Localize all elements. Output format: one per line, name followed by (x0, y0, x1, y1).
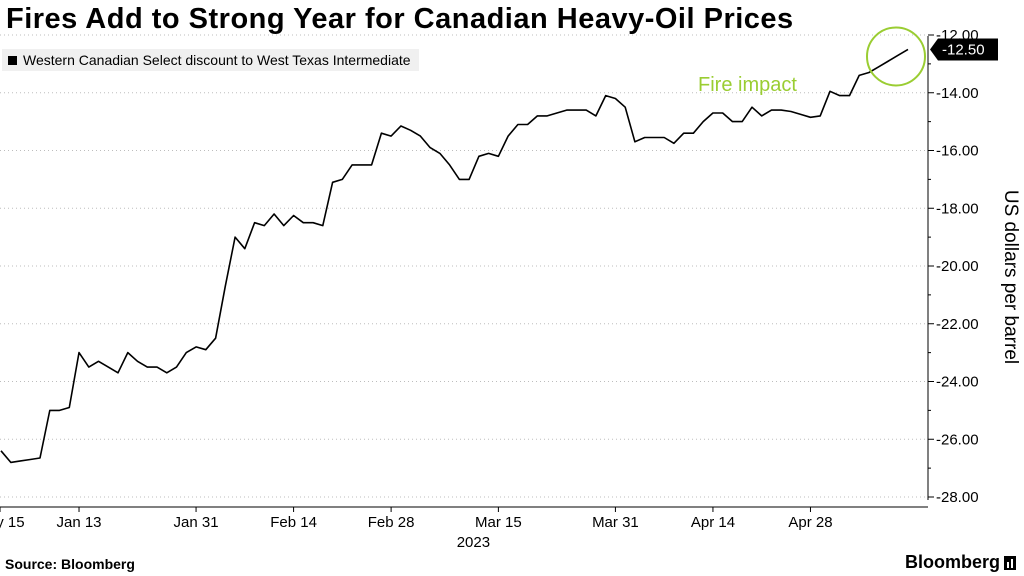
x-year-label: 2023 (457, 534, 490, 551)
last-value-tag (930, 38, 998, 61)
brand-logo: Bloomberg (905, 552, 1016, 573)
y-axis: -12.00-14.00-16.00-18.00-20.00-22.00-24.… (927, 27, 979, 506)
series-line-wcs-discount (0, 48, 909, 464)
brand-name: Bloomberg (904, 552, 1000, 572)
x-tick-label: Apr 28 (788, 514, 832, 531)
x-tick-label: Mar 15 (475, 514, 522, 531)
legend-label: Western Canadian Select discount to West… (23, 52, 411, 68)
gridlines (0, 34, 928, 498)
x-tick-label: Feb 28 (368, 514, 415, 531)
x-axis: Jan 13 Jan 31 Feb 14 Feb 28 Mar 15 Mar 31 Apr … (0, 506, 928, 551)
bloomberg-bars-icon (1004, 555, 1016, 570)
x-tick-label: Apr 14 (691, 514, 735, 531)
y-tick-label: -22.00 (936, 316, 979, 333)
x-tick-label: Mar 31 (592, 514, 639, 531)
x-tick-label: Feb 14 (270, 514, 317, 531)
y-tick-label: -20.00 (936, 258, 979, 275)
annotations: Fire impact -12.50 (698, 26, 998, 96)
x-tick-label: Jan 31 (174, 514, 219, 531)
source-note: Source: Bloomberg (5, 556, 135, 572)
x-tick-label: Jan 13 (56, 514, 101, 531)
y-tick-label: -16.00 (936, 143, 979, 160)
x-tick-label: May 15 (0, 514, 25, 531)
fire-impact-circle (866, 26, 926, 87)
legend: Western Canadian Select discount to West… (2, 49, 419, 71)
y-tick-label: -24.00 (936, 374, 979, 391)
legend-swatch (8, 55, 17, 65)
fire-impact-label: Fire impact (698, 74, 797, 96)
last-value-label: -12.50 (942, 41, 985, 58)
series-layer (0, 48, 909, 464)
y-tick-label: -28.00 (936, 489, 979, 506)
y-tick-label: -14.00 (936, 85, 979, 102)
chart-title: Fires Add to Strong Year for Canadian He… (6, 3, 794, 35)
y-tick-label: -26.00 (936, 431, 979, 448)
y-axis-label: US dollars per barrel (1000, 189, 1021, 365)
y-tick-label: -18.00 (936, 200, 979, 217)
